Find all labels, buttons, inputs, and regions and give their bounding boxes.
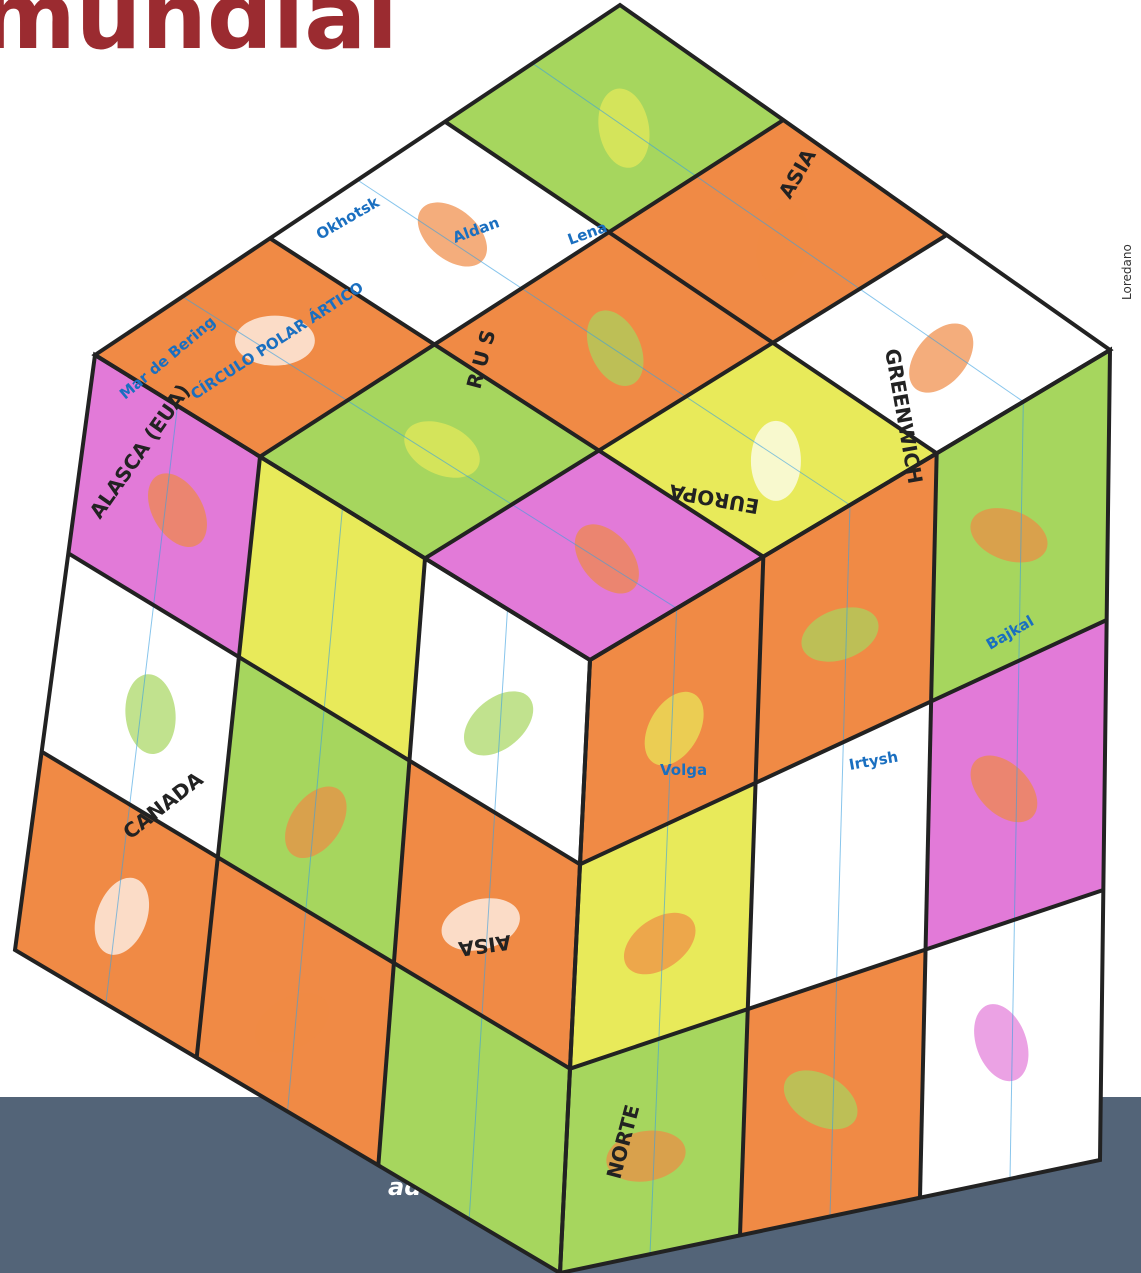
graticule (829, 504, 851, 1217)
face-outline (557, 346, 1113, 1273)
cube-edge (376, 558, 427, 1166)
graticule (357, 179, 851, 506)
cube-edge (40, 749, 572, 1071)
land-blob (801, 607, 879, 662)
cube-edge (423, 233, 948, 561)
graticule (105, 405, 178, 1004)
graticule (532, 62, 1024, 403)
cube-edge (918, 453, 939, 1198)
land-blob (644, 691, 704, 766)
land-blob (463, 691, 534, 756)
land-blob (750, 420, 801, 501)
land-blob (970, 755, 1038, 823)
land-blob (313, 579, 366, 660)
graticule (287, 507, 343, 1112)
cube-edge (443, 120, 938, 455)
land-blob (234, 315, 315, 366)
graticule (649, 608, 678, 1255)
cube-edge (67, 551, 582, 867)
face-outline (12, 351, 593, 1273)
land-blob (424, 1098, 504, 1150)
land-blob (970, 508, 1048, 563)
land-blob (756, 205, 810, 284)
land-blob (909, 323, 974, 393)
cube-edge (569, 888, 1104, 1071)
graticule (182, 296, 677, 609)
cube-edge (579, 618, 1108, 867)
land-blob (94, 877, 150, 955)
land-blob (974, 1004, 1029, 1082)
graticule (1009, 401, 1024, 1179)
title: mundial (0, 0, 398, 70)
cube (12, 2, 1114, 1273)
land-blob (586, 310, 644, 386)
land-blob (783, 1070, 858, 1130)
cube-edge (194, 456, 262, 1058)
land-blob (285, 786, 347, 859)
land-blob (255, 993, 329, 1053)
land-blob (441, 898, 520, 951)
map-label: Volga (660, 761, 707, 779)
land-blob (574, 524, 639, 594)
cube-edge (258, 118, 785, 459)
land-blob (404, 421, 480, 478)
land-blob (606, 1130, 686, 1182)
land-blob (417, 202, 487, 267)
land-blob (623, 912, 696, 975)
cube-edge (268, 236, 765, 559)
land-blob (789, 842, 870, 893)
land-blob (598, 88, 650, 168)
credit: Loredano (1120, 244, 1134, 300)
graticule (468, 609, 508, 1220)
cube-edge (738, 556, 766, 1236)
